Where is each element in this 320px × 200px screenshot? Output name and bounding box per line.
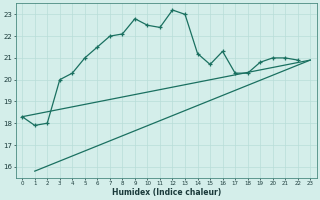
X-axis label: Humidex (Indice chaleur): Humidex (Indice chaleur) <box>112 188 221 197</box>
